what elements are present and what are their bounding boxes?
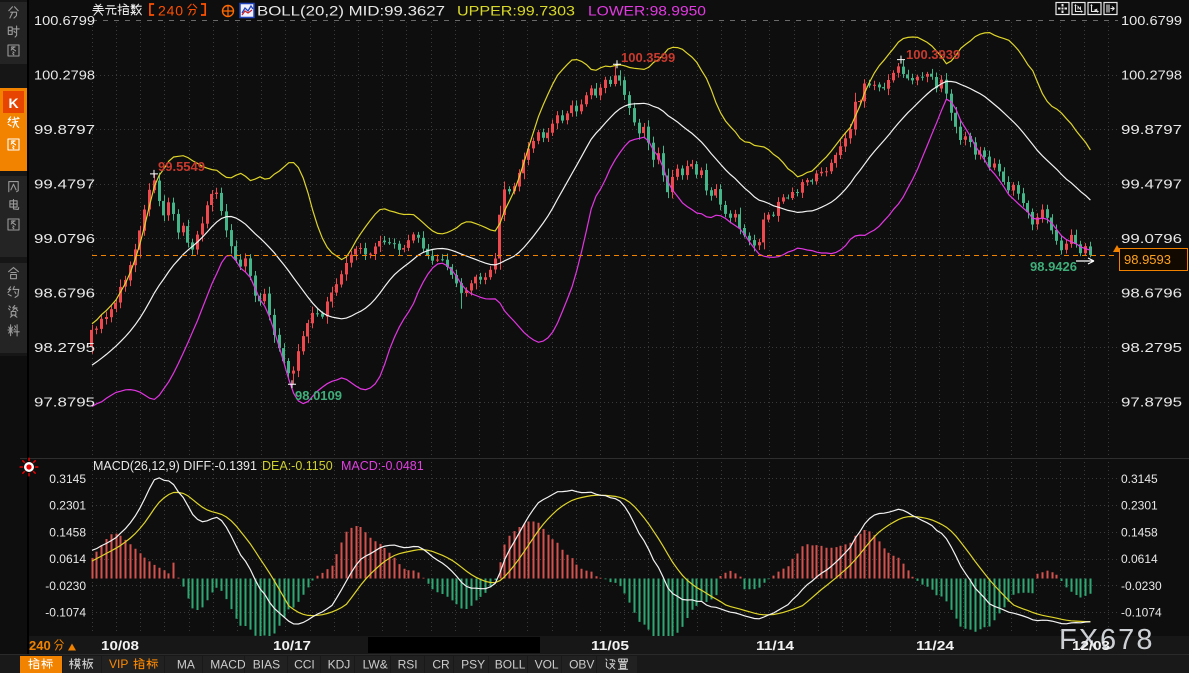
svg-text:LOWER:98.9950: LOWER:98.9950 <box>588 3 706 19</box>
svg-text:MACD: MACD <box>210 658 246 672</box>
svg-text:99.4797: 99.4797 <box>1121 177 1182 192</box>
svg-text:BIAS: BIAS <box>253 658 280 672</box>
svg-text:98.2795: 98.2795 <box>34 340 95 355</box>
svg-text:0.0614: 0.0614 <box>49 552 86 566</box>
svg-text:-0.0230: -0.0230 <box>1121 579 1162 593</box>
svg-text:VOL: VOL <box>535 658 559 672</box>
svg-text:98.6796: 98.6796 <box>34 286 95 301</box>
svg-text:CCI: CCI <box>294 658 315 672</box>
svg-text:98.6796: 98.6796 <box>1121 286 1182 301</box>
svg-text:98.9426: 98.9426 <box>1030 259 1077 274</box>
svg-text:10/17: 10/17 <box>273 638 311 653</box>
svg-text:100.3939: 100.3939 <box>906 47 960 62</box>
svg-text:VIP: VIP <box>109 657 128 671</box>
svg-text:11/24: 11/24 <box>916 638 955 653</box>
svg-text:100.6799: 100.6799 <box>1121 13 1182 28</box>
svg-text:BOLL: BOLL <box>495 658 526 672</box>
svg-text:97.8795: 97.8795 <box>1121 395 1182 410</box>
svg-text:CR: CR <box>432 658 450 672</box>
svg-text:-0.1074: -0.1074 <box>1121 606 1162 620</box>
svg-text:MACD:-0.0481: MACD:-0.0481 <box>341 459 424 473</box>
svg-text:LW&: LW& <box>363 658 388 672</box>
svg-text:99.4797: 99.4797 <box>34 177 95 192</box>
svg-text:10/08: 10/08 <box>101 638 139 653</box>
svg-text:FX678: FX678 <box>1059 624 1154 656</box>
svg-text:KDJ: KDJ <box>328 658 351 672</box>
svg-text:99.5549: 99.5549 <box>158 159 205 174</box>
svg-text:OBV: OBV <box>569 658 594 672</box>
svg-text:0.1458: 0.1458 <box>49 525 86 539</box>
svg-text:PSY: PSY <box>461 658 485 672</box>
svg-text:MA: MA <box>177 658 195 672</box>
svg-text:100.3599: 100.3599 <box>621 50 675 65</box>
svg-text:98.9593: 98.9593 <box>1124 252 1171 267</box>
svg-text:99.8797: 99.8797 <box>1121 122 1182 137</box>
svg-text:0.3145: 0.3145 <box>1121 472 1158 486</box>
svg-text:0.3145: 0.3145 <box>49 472 86 486</box>
svg-text:K: K <box>9 95 19 111</box>
svg-text:98.0109: 98.0109 <box>295 388 342 403</box>
svg-text:12/03: 12/03 <box>1072 638 1110 653</box>
svg-text:99.0796: 99.0796 <box>1121 231 1182 246</box>
svg-text:100.2798: 100.2798 <box>1121 68 1182 83</box>
svg-text:UPPER:99.7303: UPPER:99.7303 <box>457 3 575 19</box>
svg-text:11/14: 11/14 <box>756 638 795 653</box>
svg-text:99.0796: 99.0796 <box>34 231 95 246</box>
svg-text:240: 240 <box>158 3 183 19</box>
svg-text:-0.0230: -0.0230 <box>45 579 86 593</box>
svg-text:100.2798: 100.2798 <box>34 68 95 83</box>
svg-text:0.1458: 0.1458 <box>1121 525 1158 539</box>
svg-text:0.2301: 0.2301 <box>1121 499 1158 513</box>
svg-text:0.0614: 0.0614 <box>1121 552 1158 566</box>
svg-text:11/05: 11/05 <box>591 638 629 653</box>
svg-text:BOLL(20,2) MID:99.3627: BOLL(20,2) MID:99.3627 <box>257 3 445 19</box>
svg-text:RSI: RSI <box>398 658 418 672</box>
svg-text:MACD(26,12,9) DIFF:-0.1391: MACD(26,12,9) DIFF:-0.1391 <box>93 459 257 473</box>
svg-text:240: 240 <box>29 638 51 653</box>
svg-text:0.2301: 0.2301 <box>49 499 86 513</box>
svg-text:DEA:-0.1150: DEA:-0.1150 <box>262 459 333 473</box>
svg-text:97.8795: 97.8795 <box>34 395 95 410</box>
svg-text:99.8797: 99.8797 <box>34 122 95 137</box>
svg-text:-0.1074: -0.1074 <box>45 606 86 620</box>
svg-text:98.2795: 98.2795 <box>1121 340 1182 355</box>
svg-text:100.6799: 100.6799 <box>34 13 95 28</box>
